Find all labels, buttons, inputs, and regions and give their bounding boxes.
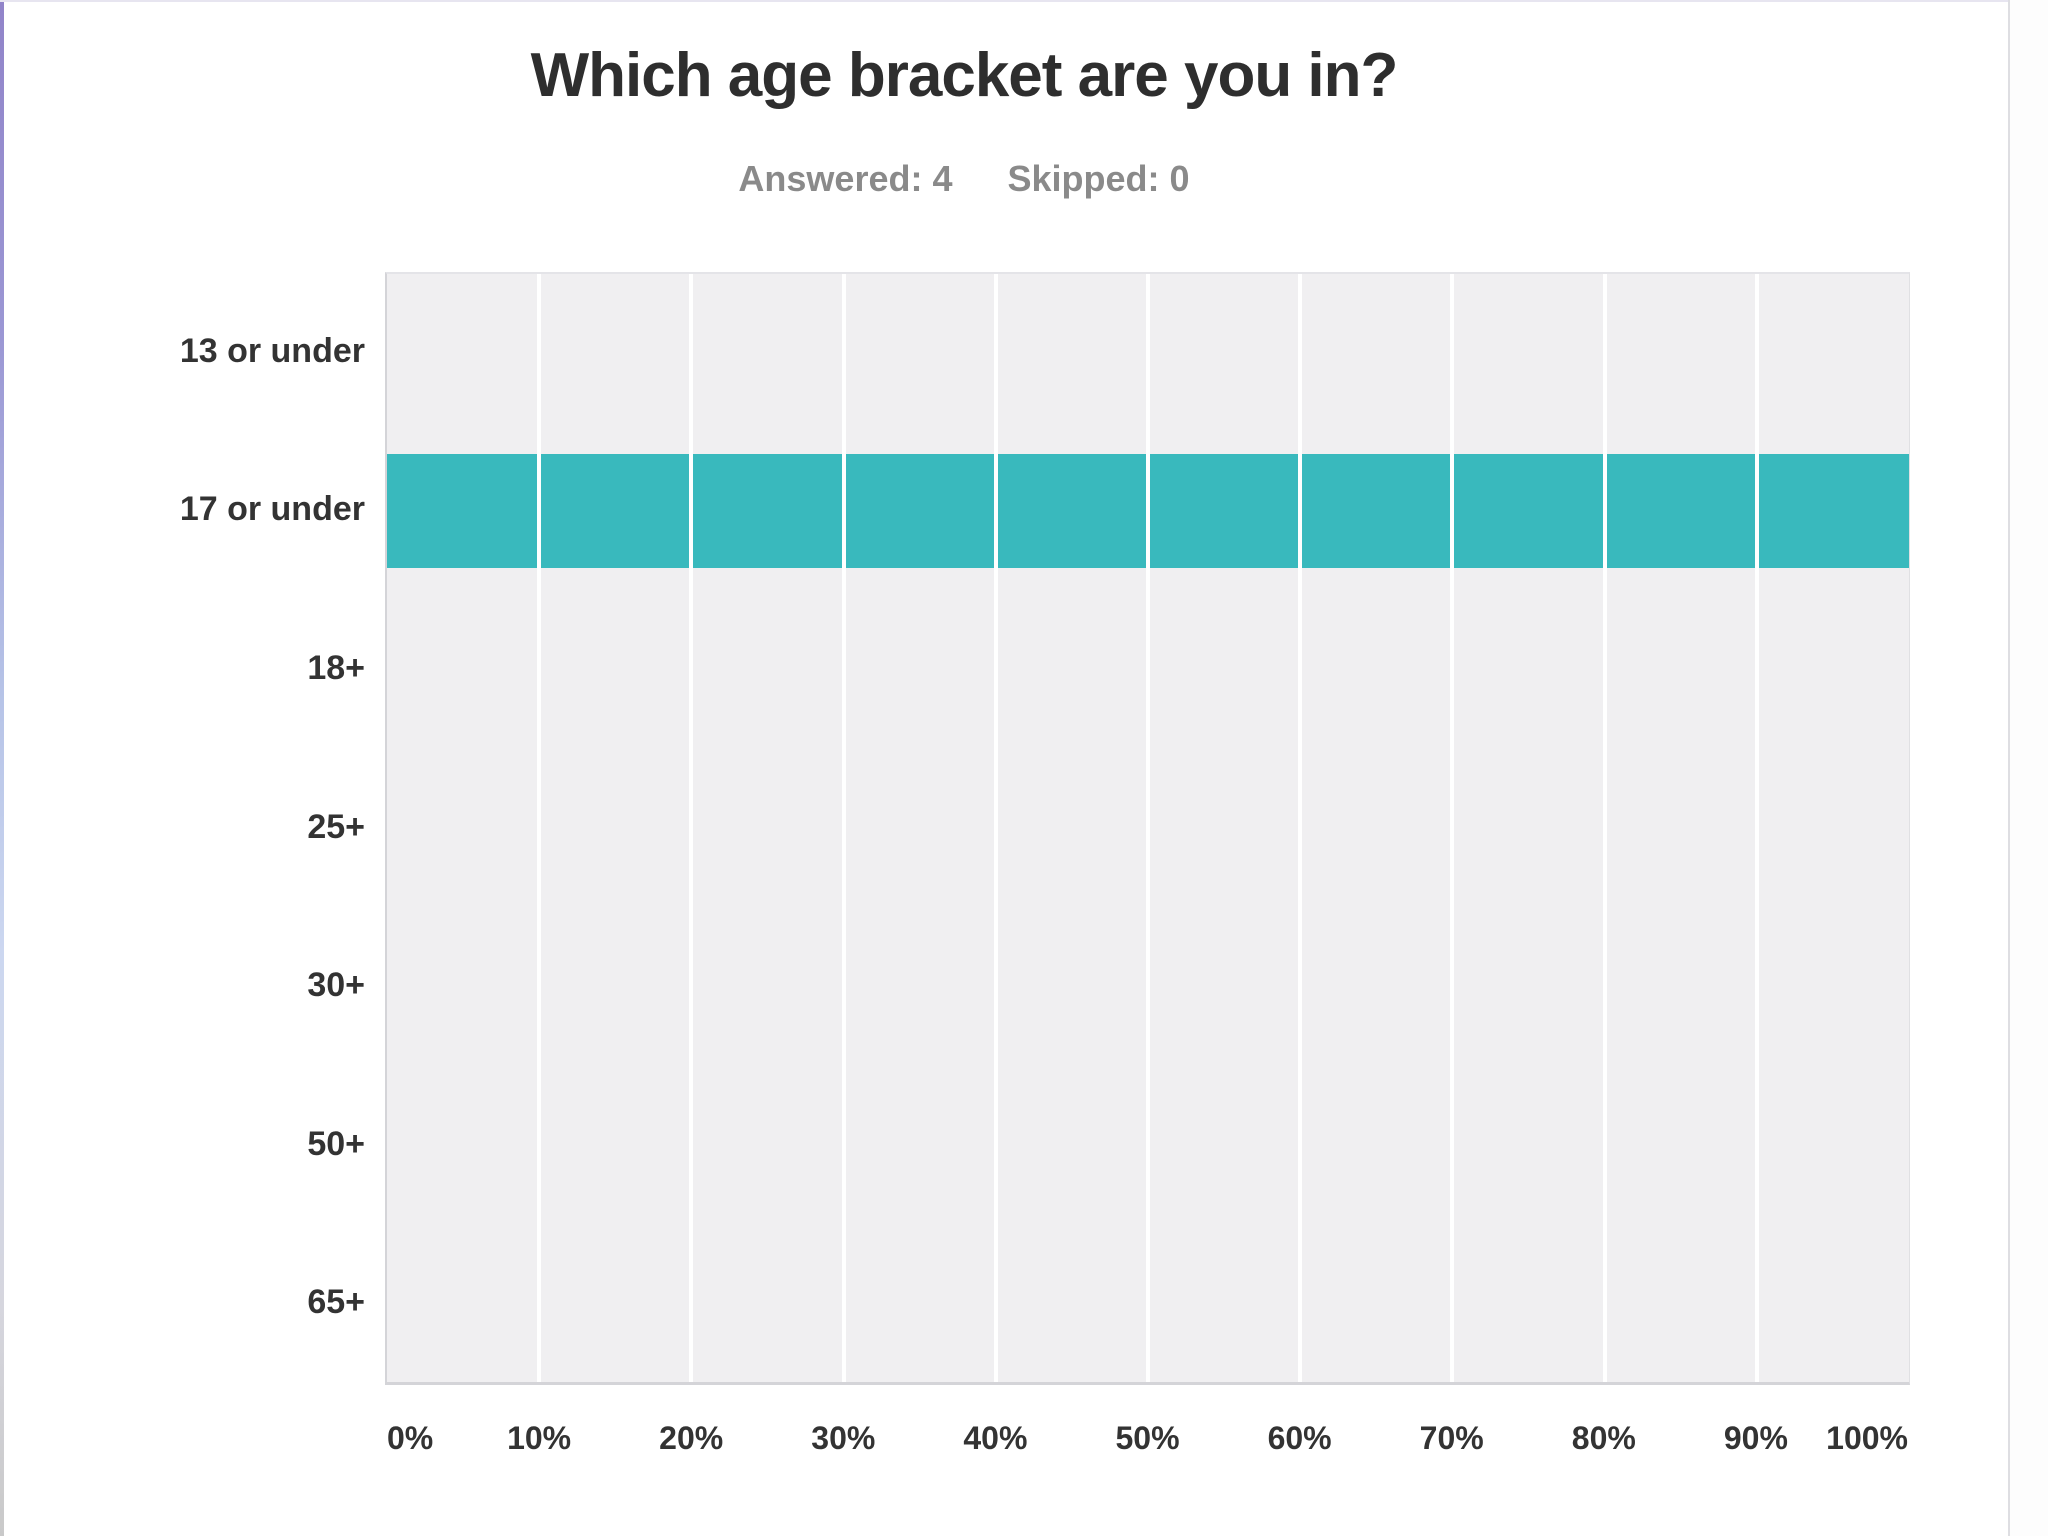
x-tick-label: 60%: [1267, 1420, 1332, 1456]
category-label: 65+: [307, 1283, 365, 1322]
gridline: [841, 274, 846, 1382]
category-label: 13 or under: [179, 331, 365, 370]
category-label: 17 or under: [179, 490, 365, 529]
answered-label: Answered:: [738, 158, 923, 199]
category-axis: 13 or under 17 or under 18+ 25+ 30+ 50+ 65+: [4, 272, 365, 1382]
x-tick-label: 80%: [1571, 1420, 1636, 1456]
gridline: [689, 274, 694, 1382]
value-axis: 0% 10% 20% 30% 40% 50% 60% 70% 80% 90% 100%: [387, 1418, 1908, 1462]
response-stats: Answered: 4 Skipped: 0: [4, 158, 1924, 200]
gridline: [993, 274, 998, 1382]
x-tick-label: 100%: [1826, 1420, 1908, 1456]
skipped-label: Skipped:: [1007, 158, 1160, 199]
category-label: 18+: [307, 648, 365, 687]
category-label: 50+: [307, 1124, 365, 1163]
skipped-value: 0: [1169, 158, 1190, 199]
gridline: [1754, 274, 1759, 1382]
window-left-border: [0, 0, 4, 1536]
gridline: [1146, 274, 1150, 1382]
gridline: [1602, 274, 1607, 1382]
window-right-margin: [2010, 0, 2048, 1536]
answered-value: 4: [932, 158, 953, 199]
gridline: [537, 274, 542, 1382]
x-tick-label: 40%: [963, 1420, 1028, 1456]
x-tick-label: 20%: [659, 1420, 724, 1456]
skipped-stat: Skipped: 0: [1008, 158, 1190, 200]
window-right-border: [2008, 0, 2010, 1536]
survey-question-chart: Which age bracket are you in? Answered: 4…: [4, 0, 1924, 1536]
x-tick-label: 70%: [1419, 1420, 1484, 1456]
category-label: 25+: [307, 807, 365, 846]
answered-stat: Answered: 4: [738, 158, 952, 200]
category-label: 30+: [307, 966, 365, 1005]
gridline: [1298, 274, 1303, 1382]
x-tick-label: 30%: [811, 1420, 876, 1456]
x-tick-label: 50%: [1115, 1420, 1180, 1456]
plot-area: [385, 272, 1910, 1385]
question-title: Which age bracket are you in?: [530, 41, 1399, 110]
x-tick-label: 0%: [387, 1420, 434, 1456]
gridline: [1450, 274, 1455, 1382]
window-top-border: [0, 0, 2042, 2]
x-tick-label: 10%: [507, 1420, 572, 1456]
x-tick-label: 90%: [1723, 1420, 1788, 1456]
